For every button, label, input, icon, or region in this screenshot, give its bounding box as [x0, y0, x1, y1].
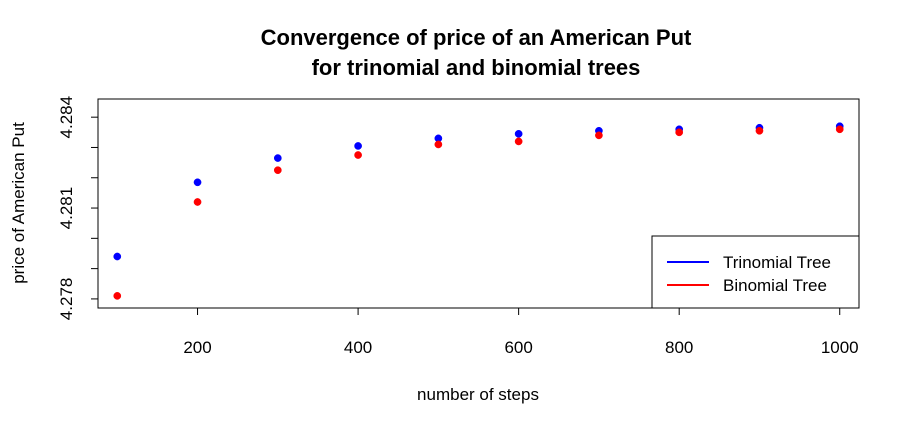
- chart-title-line-2: for trinomial and binomial trees: [312, 55, 641, 80]
- y-tick-label: 4.281: [57, 187, 76, 230]
- point-binomial: [193, 198, 202, 206]
- legend-label: Binomial Tree: [723, 276, 827, 295]
- point-binomial: [835, 125, 844, 134]
- x-axis: 200 400 600 800 1000: [183, 307, 859, 357]
- point-binomial: [113, 292, 122, 300]
- point-binomial: [354, 151, 362, 159]
- data-points: [113, 122, 844, 300]
- x-tick-label: 400: [344, 338, 372, 357]
- legend-label: Trinomial Tree: [723, 253, 831, 272]
- legend-box: [651, 235, 860, 309]
- y-tick-label: 4.284: [57, 96, 76, 139]
- point-trinomial: [354, 142, 362, 150]
- x-tick-label: 800: [665, 338, 693, 357]
- y-axis-title: price of American Put: [9, 122, 28, 284]
- y-tick-label: 4.278: [57, 278, 76, 321]
- x-tick-label: 600: [504, 338, 532, 357]
- x-tick-label: 1000: [821, 338, 859, 357]
- x-axis-title: number of steps: [417, 385, 539, 404]
- point-binomial: [514, 137, 523, 146]
- point-binomial: [595, 131, 603, 140]
- point-trinomial: [113, 252, 122, 261]
- point-binomial: [675, 128, 684, 137]
- x-tick-label: 200: [183, 338, 211, 357]
- y-axis: 4.278 4.281 4.284: [57, 96, 99, 321]
- point-binomial: [273, 166, 282, 175]
- point-trinomial: [514, 129, 523, 138]
- point-trinomial: [273, 154, 282, 162]
- point-trinomial: [193, 178, 202, 187]
- point-binomial: [434, 140, 443, 149]
- chart-title-line-1: Convergence of price of an American Put: [261, 25, 692, 50]
- point-binomial: [755, 126, 764, 135]
- legend: Trinomial Tree Binomial Tree: [651, 235, 860, 309]
